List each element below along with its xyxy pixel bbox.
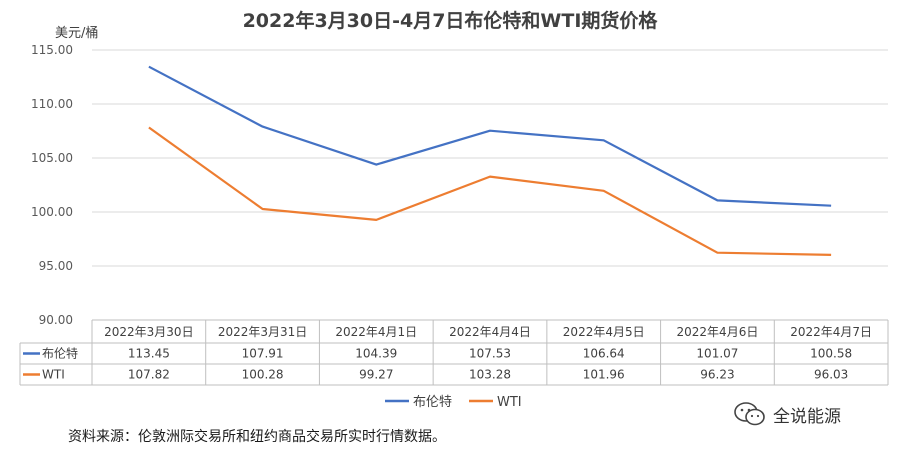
data-label: 107.82 xyxy=(128,368,170,382)
data-label: 96.03 xyxy=(814,368,848,382)
data-label: 100.28 xyxy=(242,368,284,382)
y-tick-label: 110.00 xyxy=(31,97,73,111)
y-unit-label: 美元/桶 xyxy=(55,26,98,41)
data-label: 113.45 xyxy=(128,347,170,361)
y-axis-ticks: 115.00 110.00 105.00 100.00 95.00 90.00 xyxy=(31,43,73,327)
data-table: 2022年3月30日 2022年3月31日 2022年4月1日 2022年4月4日 20… xyxy=(19,319,889,386)
legend-label: WTI xyxy=(497,395,522,410)
data-label: 103.28 xyxy=(469,368,511,382)
x-tick-label: 2022年4月1日 xyxy=(335,325,417,339)
table-series-name: 布伦特 xyxy=(42,346,78,361)
table-series-name: WTI xyxy=(42,368,65,382)
x-tick-label: 2022年3月30日 xyxy=(104,325,193,339)
x-tick-label: 2022年3月31日 xyxy=(218,325,307,339)
watermark-text: 全说能源 xyxy=(773,406,841,427)
gridlines xyxy=(92,49,888,321)
data-label: 107.53 xyxy=(469,347,511,361)
data-label: 106.64 xyxy=(583,347,625,361)
y-tick-label: 105.00 xyxy=(31,151,73,165)
data-label: 107.91 xyxy=(242,347,284,361)
x-tick-label: 2022年4月7日 xyxy=(790,325,872,339)
legend: 布伦特 WTI xyxy=(385,395,522,410)
chart-title: 2022年3月30日-4月7日布伦特和WTI期货价格 xyxy=(243,9,659,32)
watermark: 全说能源 xyxy=(733,401,841,427)
data-label: 104.39 xyxy=(355,347,397,361)
data-label: 96.23 xyxy=(700,368,734,382)
x-tick-label: 2022年4月4日 xyxy=(449,325,531,339)
data-label: 101.07 xyxy=(696,347,738,361)
data-label: 99.27 xyxy=(359,368,393,382)
series-lines xyxy=(148,65,832,256)
y-tick-label: 90.00 xyxy=(39,313,73,327)
series-line xyxy=(148,65,832,207)
y-tick-label: 100.00 xyxy=(31,205,73,219)
x-tick-label: 2022年4月5日 xyxy=(563,325,645,339)
data-label: 101.96 xyxy=(583,368,625,382)
series-line xyxy=(148,126,832,256)
source-note: 资料来源：伦敦洲际交易所和纽约商品交易所实时行情数据。 xyxy=(68,429,446,445)
wechat-icon xyxy=(734,402,765,426)
y-tick-label: 95.00 xyxy=(39,259,73,273)
legend-label: 布伦特 xyxy=(413,395,452,410)
data-label: 100.58 xyxy=(810,347,852,361)
y-tick-label: 115.00 xyxy=(31,43,73,57)
x-tick-label: 2022年4月6日 xyxy=(677,325,759,339)
